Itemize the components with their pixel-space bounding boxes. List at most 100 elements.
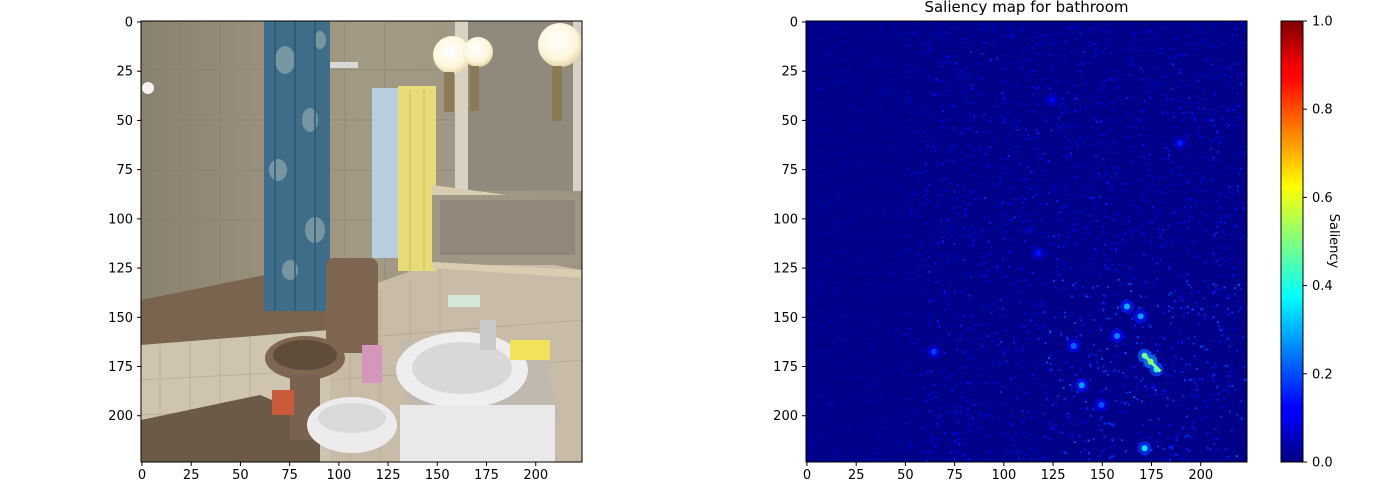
saliency-speckle xyxy=(1211,372,1214,375)
saliency-speckle xyxy=(1115,313,1118,316)
saliency-speckle xyxy=(935,281,938,284)
saliency-speckle xyxy=(1001,307,1004,310)
saliency-speckle xyxy=(924,452,927,455)
saliency-speckle xyxy=(870,154,873,157)
saliency-speckle xyxy=(808,187,811,190)
saliency-speckle xyxy=(1143,99,1146,102)
saliency-y-tick-label-0: 0 xyxy=(790,15,798,30)
saliency-speckle xyxy=(1177,85,1180,88)
saliency-speckle xyxy=(1184,205,1187,208)
saliency-speckle xyxy=(938,61,941,64)
saliency-speckle xyxy=(1050,368,1053,371)
saliency-speckle xyxy=(1226,337,1229,340)
saliency-speckle xyxy=(828,71,831,74)
saliency-speckle xyxy=(1081,277,1084,280)
saliency-speckle xyxy=(912,277,915,280)
saliency-speckle xyxy=(1171,447,1174,450)
saliency-speckle xyxy=(947,137,950,140)
saliency-speckle xyxy=(1195,357,1198,360)
saliency-speckle xyxy=(1171,241,1174,244)
saliency-speckle xyxy=(1212,316,1215,319)
saliency-speckle xyxy=(908,75,911,78)
saliency-speckle xyxy=(827,357,830,360)
saliency-speckle xyxy=(1245,103,1247,106)
saliency-speckle xyxy=(839,322,842,325)
saliency-speckle xyxy=(955,413,958,416)
saliency-speckle xyxy=(995,205,998,208)
saliency-speckle xyxy=(1013,444,1016,447)
saliency-speckle xyxy=(844,220,847,223)
saliency-speckle xyxy=(1130,56,1133,59)
saliency-speckle xyxy=(1178,329,1181,332)
saliency-speckle xyxy=(933,456,936,459)
saliency-speckle xyxy=(1018,457,1021,460)
saliency-speckle xyxy=(1148,324,1151,327)
saliency-speckle xyxy=(897,362,900,365)
saliency-speckle xyxy=(1005,360,1008,363)
saliency-speckle xyxy=(1065,193,1068,196)
saliency-speckle xyxy=(968,419,971,422)
saliency-speckle xyxy=(1168,293,1171,296)
saliency-speckle xyxy=(876,36,879,39)
saliency-speckle xyxy=(1167,265,1170,268)
saliency-speckle xyxy=(1180,341,1183,344)
saliency-speckle xyxy=(950,81,953,84)
saliency-speckle xyxy=(833,192,836,195)
saliency-speckle xyxy=(1149,419,1152,422)
saliency-speckle xyxy=(965,272,968,275)
saliency-speckle xyxy=(913,173,916,176)
saliency-speckle xyxy=(883,234,886,237)
saliency-speckle xyxy=(874,344,877,347)
saliency-speckle xyxy=(944,376,947,379)
saliency-speckle xyxy=(1196,102,1199,105)
saliency-speckle xyxy=(901,370,904,373)
saliency-speckle xyxy=(930,397,933,400)
saliency-speckle xyxy=(1139,67,1142,70)
saliency-speckle xyxy=(1059,260,1062,263)
saliency-speckle xyxy=(1115,177,1118,180)
saliency-speckle xyxy=(944,177,947,180)
saliency-speckle xyxy=(846,101,849,104)
saliency-speckle xyxy=(965,66,968,69)
saliency-speckle xyxy=(955,440,958,443)
saliency-speckle xyxy=(1221,256,1224,259)
saliency-speckle xyxy=(859,166,862,169)
saliency-speckle xyxy=(928,270,931,273)
saliency-speckle xyxy=(1087,355,1090,358)
saliency-speckle xyxy=(862,233,865,236)
saliency-speckle xyxy=(834,220,837,223)
saliency-speckle xyxy=(1115,327,1118,330)
saliency-speckle xyxy=(927,42,930,45)
saliency-speckle xyxy=(1223,286,1226,289)
saliency-speckle xyxy=(1242,234,1245,237)
saliency-speckle xyxy=(876,431,879,434)
saliency-speckle xyxy=(818,415,821,418)
saliency-speckle xyxy=(927,45,930,48)
saliency-speckle xyxy=(928,410,931,413)
saliency-speckle xyxy=(992,28,995,31)
saliency-speckle xyxy=(1233,27,1236,30)
saliency-speckle xyxy=(1025,454,1028,457)
saliency-speckle xyxy=(861,123,864,126)
saliency-speckle xyxy=(1227,313,1230,316)
saliency-speckle xyxy=(1198,135,1201,138)
saliency-speckle xyxy=(894,431,897,434)
saliency-speckle xyxy=(980,415,983,418)
saliency-speckle xyxy=(836,311,839,314)
saliency-speckle xyxy=(831,403,834,406)
saliency-speckle xyxy=(966,431,969,434)
saliency-speckle xyxy=(964,427,967,430)
saliency-speckle xyxy=(1023,325,1026,328)
saliency-speckle xyxy=(874,424,877,427)
saliency-speckle xyxy=(936,320,939,323)
saliency-speckle xyxy=(1212,156,1215,159)
saliency-speckle xyxy=(1117,370,1120,373)
saliency-speckle xyxy=(1082,51,1085,54)
saliency-speckle xyxy=(1166,110,1169,113)
saliency-speckle xyxy=(1116,234,1119,237)
saliency-speckle xyxy=(897,346,900,349)
saliency-speckle xyxy=(965,413,968,416)
saliency-speckle xyxy=(914,31,917,34)
saliency-speckle xyxy=(868,281,871,284)
saliency-speckle xyxy=(1042,457,1045,460)
